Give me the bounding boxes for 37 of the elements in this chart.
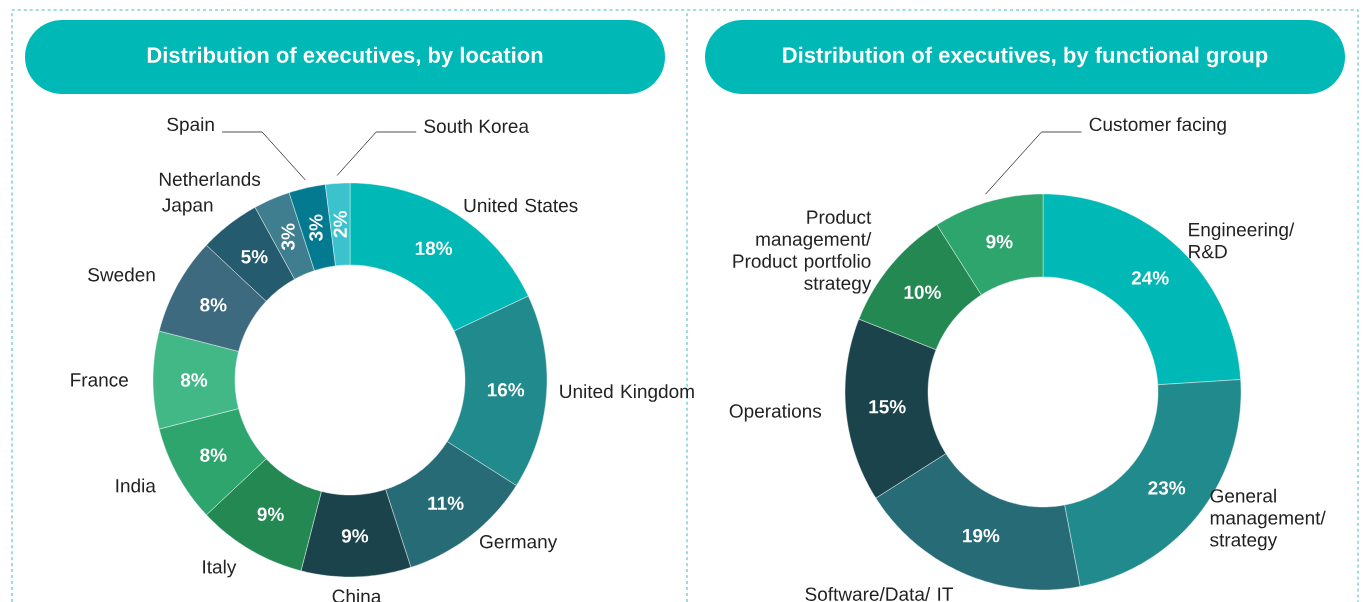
data-label: 10% — [904, 285, 941, 299]
slice-label: United States — [464, 198, 578, 213]
slice-label: Spain — [167, 117, 214, 135]
data-label: 5% — [241, 250, 268, 264]
slice-label: Product management/ Product portfolio strategy — [733, 209, 872, 294]
data-label: 8% — [200, 298, 227, 312]
data-label: 16% — [487, 383, 525, 397]
data-label: 3% — [309, 214, 323, 242]
data-label: 9% — [341, 529, 369, 543]
slice-label: South Korea — [424, 119, 529, 133]
data-label: 8% — [180, 373, 208, 387]
chart-title: Distribution of executives, by location — [147, 46, 543, 68]
slice-label: Customer facing — [1089, 117, 1226, 135]
slice-label: France — [71, 373, 128, 387]
slice-label: Operations — [729, 403, 822, 422]
chart-title: Distribution of executives, by functional group — [783, 46, 1268, 68]
slice-label: General management/ strategy — [1210, 488, 1326, 551]
slice-label: Germany — [480, 534, 558, 553]
slice-label: Japan — [162, 198, 213, 216]
slice-label: Italy — [203, 559, 237, 578]
data-label: 11% — [428, 496, 464, 510]
data-label: 15% — [869, 400, 906, 414]
slice-label: Netherlands — [159, 172, 261, 186]
data-label: 19% — [963, 528, 1000, 543]
data-label: 2% — [333, 211, 347, 238]
data-label: 3% — [281, 223, 295, 251]
slice-label: Sweden — [88, 267, 155, 282]
data-label: 18% — [415, 241, 453, 255]
slice-label: India — [116, 478, 156, 493]
slice-label: Engineering/ R&D — [1189, 222, 1295, 259]
data-label: 8% — [200, 448, 227, 462]
data-label: 24% — [1131, 271, 1169, 285]
slice-label: United Kingdom — [560, 384, 694, 402]
slice-label: Software/Data/ IT — [805, 586, 953, 601]
data-label: 9% — [986, 234, 1013, 249]
data-label: 23% — [1148, 481, 1186, 495]
data-label: 9% — [257, 507, 284, 522]
